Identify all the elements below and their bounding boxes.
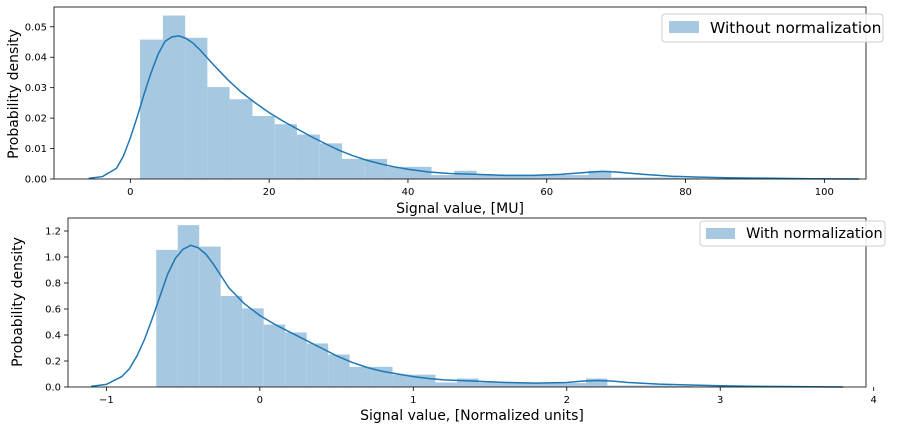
histogram-bar — [263, 324, 286, 387]
legend-box-top — [661, 13, 884, 43]
x-tick-label: −1 — [99, 395, 114, 406]
y-tick-label: 0.2 — [45, 357, 61, 368]
y-tick-label: 0.8 — [45, 279, 61, 290]
x-tick-label: 20 — [263, 187, 276, 198]
x-tick-label: 100 — [815, 187, 834, 198]
histogram-bar — [252, 115, 275, 179]
y-tick-label: 1.0 — [45, 253, 61, 264]
histogram-bar — [499, 382, 522, 387]
histogram-bars-top — [140, 15, 836, 179]
histogram-bar — [177, 225, 200, 387]
histogram-bar — [220, 296, 243, 387]
x-tick-label: 3 — [717, 395, 723, 406]
histogram-bar — [454, 170, 477, 179]
histogram-bar — [185, 37, 208, 179]
histogram-bar — [409, 166, 432, 179]
histogram-bar — [607, 385, 629, 387]
histogram-bar — [342, 158, 365, 179]
y-tick-label: 0.05 — [25, 22, 47, 33]
x-ticks-top: 0 20 40 60 80 100 — [127, 179, 834, 198]
x-tick-label: 0 — [257, 395, 263, 406]
histogram-bar — [671, 385, 694, 387]
histogram-bar — [387, 166, 410, 179]
histogram-bar — [655, 177, 679, 179]
histogram-bar — [521, 174, 544, 179]
histogram-bar — [457, 378, 479, 387]
x-ticks-bottom: −1 0 1 2 3 4 — [99, 387, 877, 406]
histogram-bar — [319, 143, 343, 179]
histogram-bar — [435, 382, 458, 387]
x-tick-label: 0 — [127, 187, 133, 198]
histogram-bar — [199, 246, 221, 387]
y-tick-label: 0.02 — [25, 114, 47, 125]
histogram-bar — [498, 174, 522, 179]
histogram-bar — [162, 15, 186, 179]
y-tick-label: 0.6 — [45, 305, 61, 316]
x-tick-label: 4 — [870, 395, 876, 406]
x-tick-label: 60 — [540, 187, 553, 198]
x-tick-label: 2 — [564, 395, 570, 406]
y-tick-label: 0.00 — [25, 175, 47, 186]
histogram-bar — [585, 378, 608, 387]
histogram-bar — [392, 374, 415, 387]
histogram-bar — [633, 177, 656, 179]
plot-frame-top — [53, 6, 867, 180]
histogram-bar — [349, 366, 372, 387]
histogram-bar — [521, 382, 543, 387]
histogram-bar — [611, 177, 634, 179]
histogram-bar — [564, 383, 586, 387]
y-axis-title-top: Probability density — [6, 29, 22, 159]
legend-swatch-bottom — [706, 228, 735, 239]
histogram-bar — [542, 382, 565, 387]
histogram-bar — [543, 174, 567, 179]
histogram-bar — [431, 175, 455, 179]
chart-top-panel: 0 20 40 60 80 100 0.00 0.01 0.02 0.03 0.04 0.05 Si… — [6, 6, 884, 217]
histogram-bar — [588, 170, 612, 179]
histogram-bar — [156, 249, 178, 387]
histogram-bar — [140, 39, 163, 179]
y-tick-label: 0.01 — [25, 144, 47, 155]
histogram-bar — [566, 175, 589, 179]
y-tick-label: 0.0 — [45, 383, 61, 394]
legend-label-bottom: With normalization — [746, 226, 883, 242]
histogram-bar — [478, 382, 500, 387]
x-axis-title-top: Signal value, [MU] — [396, 201, 524, 217]
y-ticks-top: 0.00 0.01 0.02 0.03 0.04 0.05 — [25, 22, 54, 186]
histogram-bar — [650, 385, 672, 387]
legend-box-bottom — [699, 220, 886, 247]
x-axis-title-bottom: Signal value, [Normalized units] — [360, 408, 584, 424]
y-tick-label: 0.03 — [25, 83, 47, 94]
x-tick-label: 1 — [410, 395, 416, 406]
chart-bottom-panel: −1 0 1 2 3 4 0.0 0.2 0.4 0.6 0.8 1.0 1.2 Signal val… — [10, 217, 886, 424]
y-tick-label: 1.2 — [45, 227, 61, 238]
plot-frame-bottom — [67, 217, 867, 388]
histogram-bar — [328, 354, 350, 387]
histogram-bar — [296, 134, 320, 179]
histogram-bar — [274, 124, 297, 179]
y-axis-title-bottom: Probability density — [10, 237, 26, 367]
histogram-bar — [306, 343, 329, 387]
kde-line-bottom — [90, 244, 843, 388]
legend-label-top: Without normalization — [710, 19, 881, 37]
y-tick-label: 0.4 — [45, 331, 61, 342]
histogram-bar — [285, 332, 307, 387]
y-ticks-bottom: 0.0 0.2 0.4 0.6 0.8 1.0 1.2 — [45, 227, 68, 394]
legend-bottom: With normalization — [699, 220, 886, 247]
histogram-bar — [678, 178, 701, 179]
legend-swatch-top — [669, 21, 699, 33]
histogram-bars-bottom — [156, 225, 823, 387]
histogram-bar — [242, 308, 264, 387]
histogram-bar — [628, 385, 651, 387]
histogram-bar — [207, 87, 230, 179]
y-tick-label: 0.04 — [25, 53, 47, 64]
kde-line-top — [88, 35, 860, 180]
histogram-bar — [229, 99, 253, 179]
legend-top: Without normalization — [661, 13, 884, 43]
x-tick-label: 40 — [402, 187, 415, 198]
histogram-bar — [476, 174, 499, 179]
x-tick-label: 80 — [679, 187, 692, 198]
